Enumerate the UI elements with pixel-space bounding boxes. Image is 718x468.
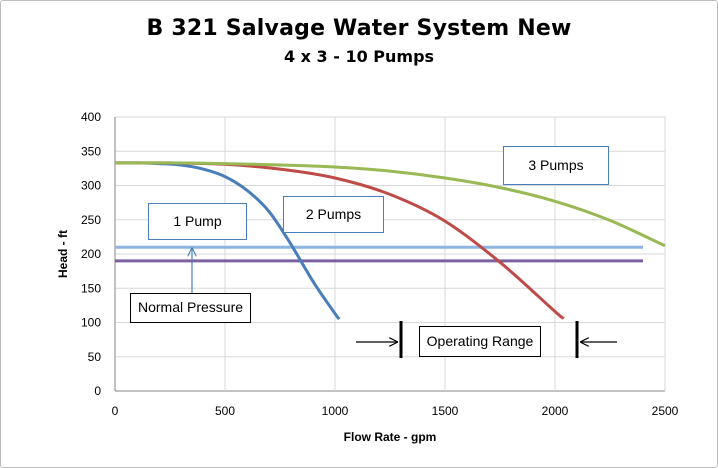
x-tick-label: 500 — [215, 404, 235, 418]
series-3-pumps-line — [114, 161, 666, 248]
label-1-pump: 1 Pump — [148, 203, 247, 240]
label-normal-pressure: Normal Pressure — [130, 293, 251, 323]
y-tick-label: 300 — [81, 179, 101, 193]
y-tick-label: 50 — [88, 350, 102, 364]
y-tick-label: 100 — [81, 316, 101, 330]
x-axis-title: Flow Rate - gpm — [344, 430, 437, 444]
label-operating-range: Operating Range — [419, 326, 541, 357]
label-3-pumps: 3 Pumps — [503, 146, 609, 185]
chart-title: B 321 Salvage Water System New — [146, 16, 572, 41]
x-tick-label: 2000 — [542, 404, 569, 418]
x-tick-label: 2500 — [652, 404, 679, 418]
x-tick-label: 1000 — [322, 404, 349, 418]
y-tick-label: 150 — [81, 281, 101, 295]
x-tick-label: 1500 — [432, 404, 459, 418]
y-tick-label: 250 — [81, 213, 101, 227]
x-tick-label: 0 — [112, 404, 119, 418]
y-axis-title: Head - ft — [56, 230, 70, 278]
y-tick-label: 350 — [81, 144, 101, 158]
y-tick-label: 200 — [81, 247, 101, 261]
chart-subtitle: 4 x 3 - 10 Pumps — [283, 47, 435, 66]
y-tick-label: 0 — [94, 384, 101, 398]
label-2-pumps: 2 Pumps — [283, 196, 384, 233]
y-tick-label: 400 — [81, 110, 101, 124]
